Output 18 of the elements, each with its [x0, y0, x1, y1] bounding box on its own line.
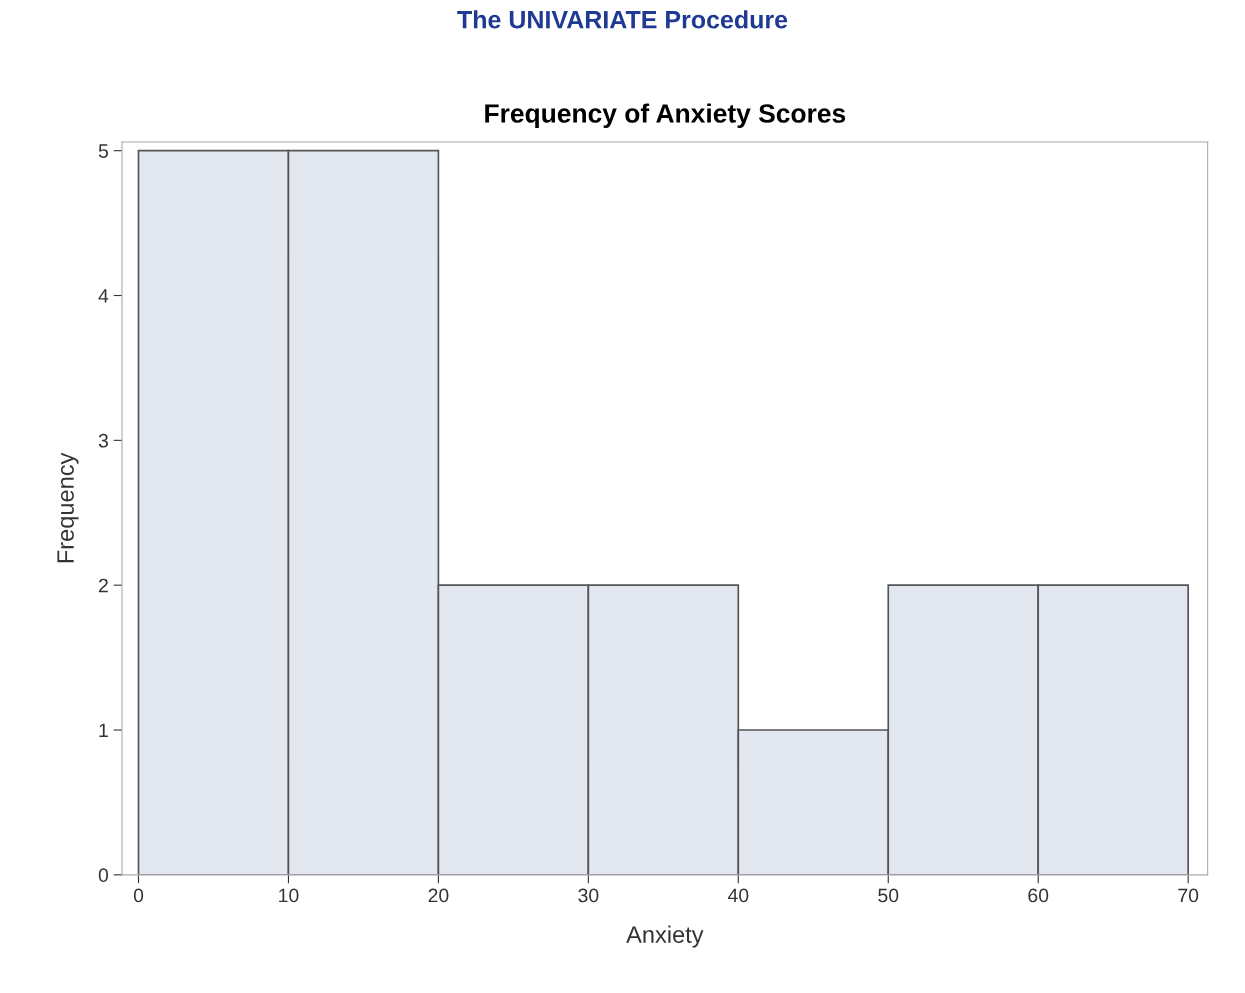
- x-tick-label: 60: [1028, 888, 1049, 903]
- x-tick-label: 20: [428, 888, 449, 903]
- x-tick-label: 50: [878, 888, 899, 903]
- y-tick-label: 4: [98, 289, 109, 303]
- y-tick-label: 1: [99, 723, 108, 738]
- x-tick-label: 0: [133, 888, 144, 903]
- x-axis-title: Anxiety: [626, 925, 704, 948]
- y-tick-label: 5: [98, 144, 108, 158]
- y-tick-label: 2: [98, 578, 108, 593]
- y-axis-title: Frequency: [57, 452, 79, 563]
- x-tick-label: 30: [578, 888, 599, 903]
- x-tick-label: 40: [727, 888, 749, 903]
- y-tick-label: 0: [98, 868, 109, 883]
- y-tick-label: 3: [98, 433, 108, 448]
- x-tick-label: 70: [1178, 888, 1199, 903]
- text: The UNIVARIATE Procedure: [457, 10, 788, 29]
- x-tick-label: 10: [279, 888, 299, 903]
- chart-title: Frequency of Anxiety Scores: [485, 103, 846, 129]
